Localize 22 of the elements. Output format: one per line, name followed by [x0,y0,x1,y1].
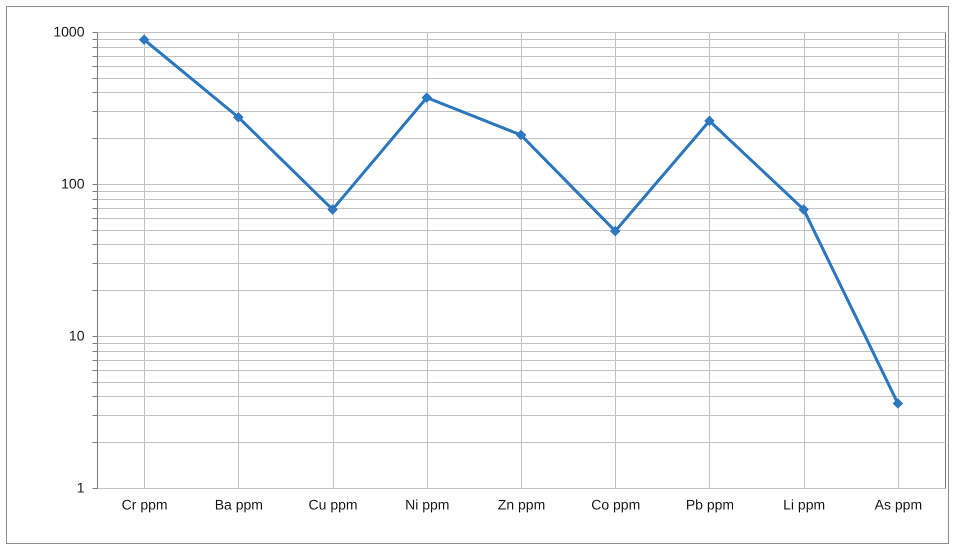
y-tick-label: 1000 [53,24,85,40]
point [233,112,244,122]
y-tick-label: 10 [68,328,85,344]
x-tick-label: Cu ppm [308,496,358,512]
x-tick-label: Co ppm [591,496,640,512]
point [422,92,432,103]
point [516,130,526,140]
point [704,116,715,126]
y-tick-label: 100 [61,176,85,192]
point [892,398,904,409]
point [798,204,809,215]
x-tick-label: As ppm [874,496,922,512]
x-tick-label: Ba ppm [214,496,263,512]
point [327,204,338,215]
point [138,34,150,45]
x-tick-label: Ni ppm [405,496,450,512]
point [610,226,620,236]
x-tick-label: Pb ppm [686,496,734,512]
y-tick-label: 1 [76,480,85,496]
x-tick-label: Zn ppm [498,496,546,512]
x-tick-label: Cr ppm [122,496,168,512]
x-tick-label: Li ppm [783,496,826,512]
